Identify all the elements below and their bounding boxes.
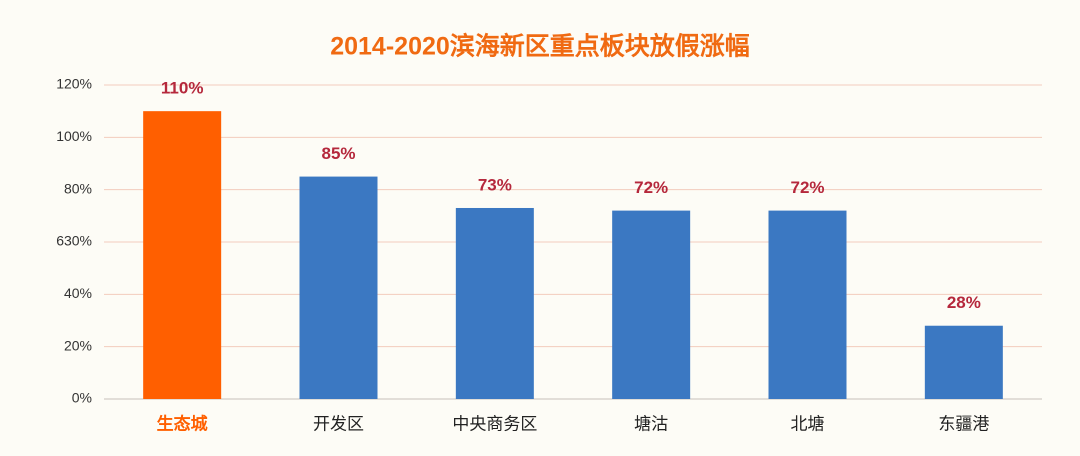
y-tick-label: 0%	[72, 390, 92, 406]
y-tick-label: 80%	[64, 180, 92, 196]
y-tick-label: 630%	[56, 233, 92, 249]
y-tick-label: 40%	[64, 285, 92, 301]
value-label: 28%	[947, 293, 981, 312]
x-tick-label: 生态城	[157, 413, 208, 433]
bar	[299, 176, 378, 399]
y-tick-label: 100%	[56, 128, 92, 144]
value-label: 72%	[634, 178, 668, 197]
value-label: 85%	[321, 144, 355, 163]
value-label: 110%	[161, 79, 204, 98]
x-tick-label: 东疆港	[938, 414, 989, 433]
x-tick-label: 中央商务区	[452, 414, 537, 433]
chart-title: 2014-2020滨海新区重点板块放假涨幅	[330, 32, 750, 61]
y-tick-label: 120%	[56, 76, 92, 92]
bar	[143, 111, 222, 400]
bar	[455, 207, 534, 399]
value-label: 72%	[790, 178, 824, 197]
x-tick-label: 开发区	[313, 414, 364, 433]
value-label: 73%	[478, 175, 512, 194]
x-tick-label: 北塘	[791, 414, 825, 433]
bar	[924, 325, 1003, 399]
bar	[612, 210, 691, 399]
bar	[768, 210, 847, 399]
x-tick-label: 塘沽	[634, 414, 668, 433]
y-tick-label: 20%	[64, 337, 92, 353]
